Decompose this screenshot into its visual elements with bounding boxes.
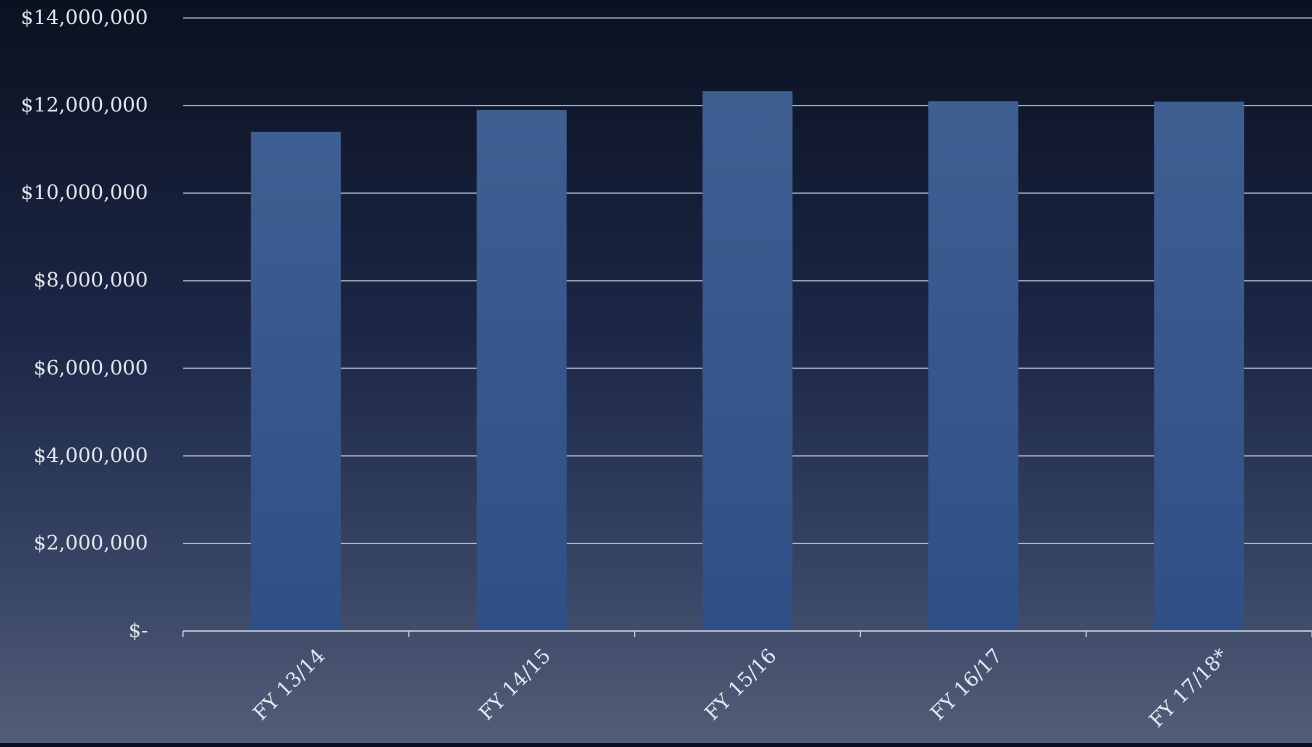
y-tick-label: $10,000,000 [21, 180, 148, 204]
bars [250, 91, 1245, 632]
bar [928, 101, 1019, 631]
x-tick-label: FY 16/17 [925, 644, 1006, 725]
y-tick-label: $8,000,000 [33, 268, 148, 292]
x-tick-label: FY 17/18* [1144, 644, 1232, 732]
x-axis-tick-labels: FY 13/14 FY 14/15 FY 15/16 FY 16/17 FY 17/18… [248, 644, 1233, 732]
y-tick-label: $12,000,000 [21, 93, 148, 117]
y-tick-label: $6,000,000 [33, 355, 148, 379]
bar [1154, 101, 1245, 631]
bar [702, 91, 793, 632]
x-tick-label: FY 15/16 [700, 644, 781, 725]
bar [476, 109, 567, 631]
x-axis [182, 630, 1312, 637]
bar [250, 131, 341, 632]
y-tick-label: $2,000,000 [33, 530, 148, 554]
y-tick-label: $4,000,000 [33, 443, 148, 467]
y-axis-tick-labels: $- $2,000,000 $4,000,000 $6,000,000 $8,000,0… [21, 5, 148, 642]
x-tick-label: FY 14/15 [474, 644, 555, 725]
x-tick-label: FY 13/14 [248, 644, 329, 725]
y-tick-label: $14,000,000 [21, 5, 148, 29]
y-tick-label: $- [129, 618, 148, 642]
